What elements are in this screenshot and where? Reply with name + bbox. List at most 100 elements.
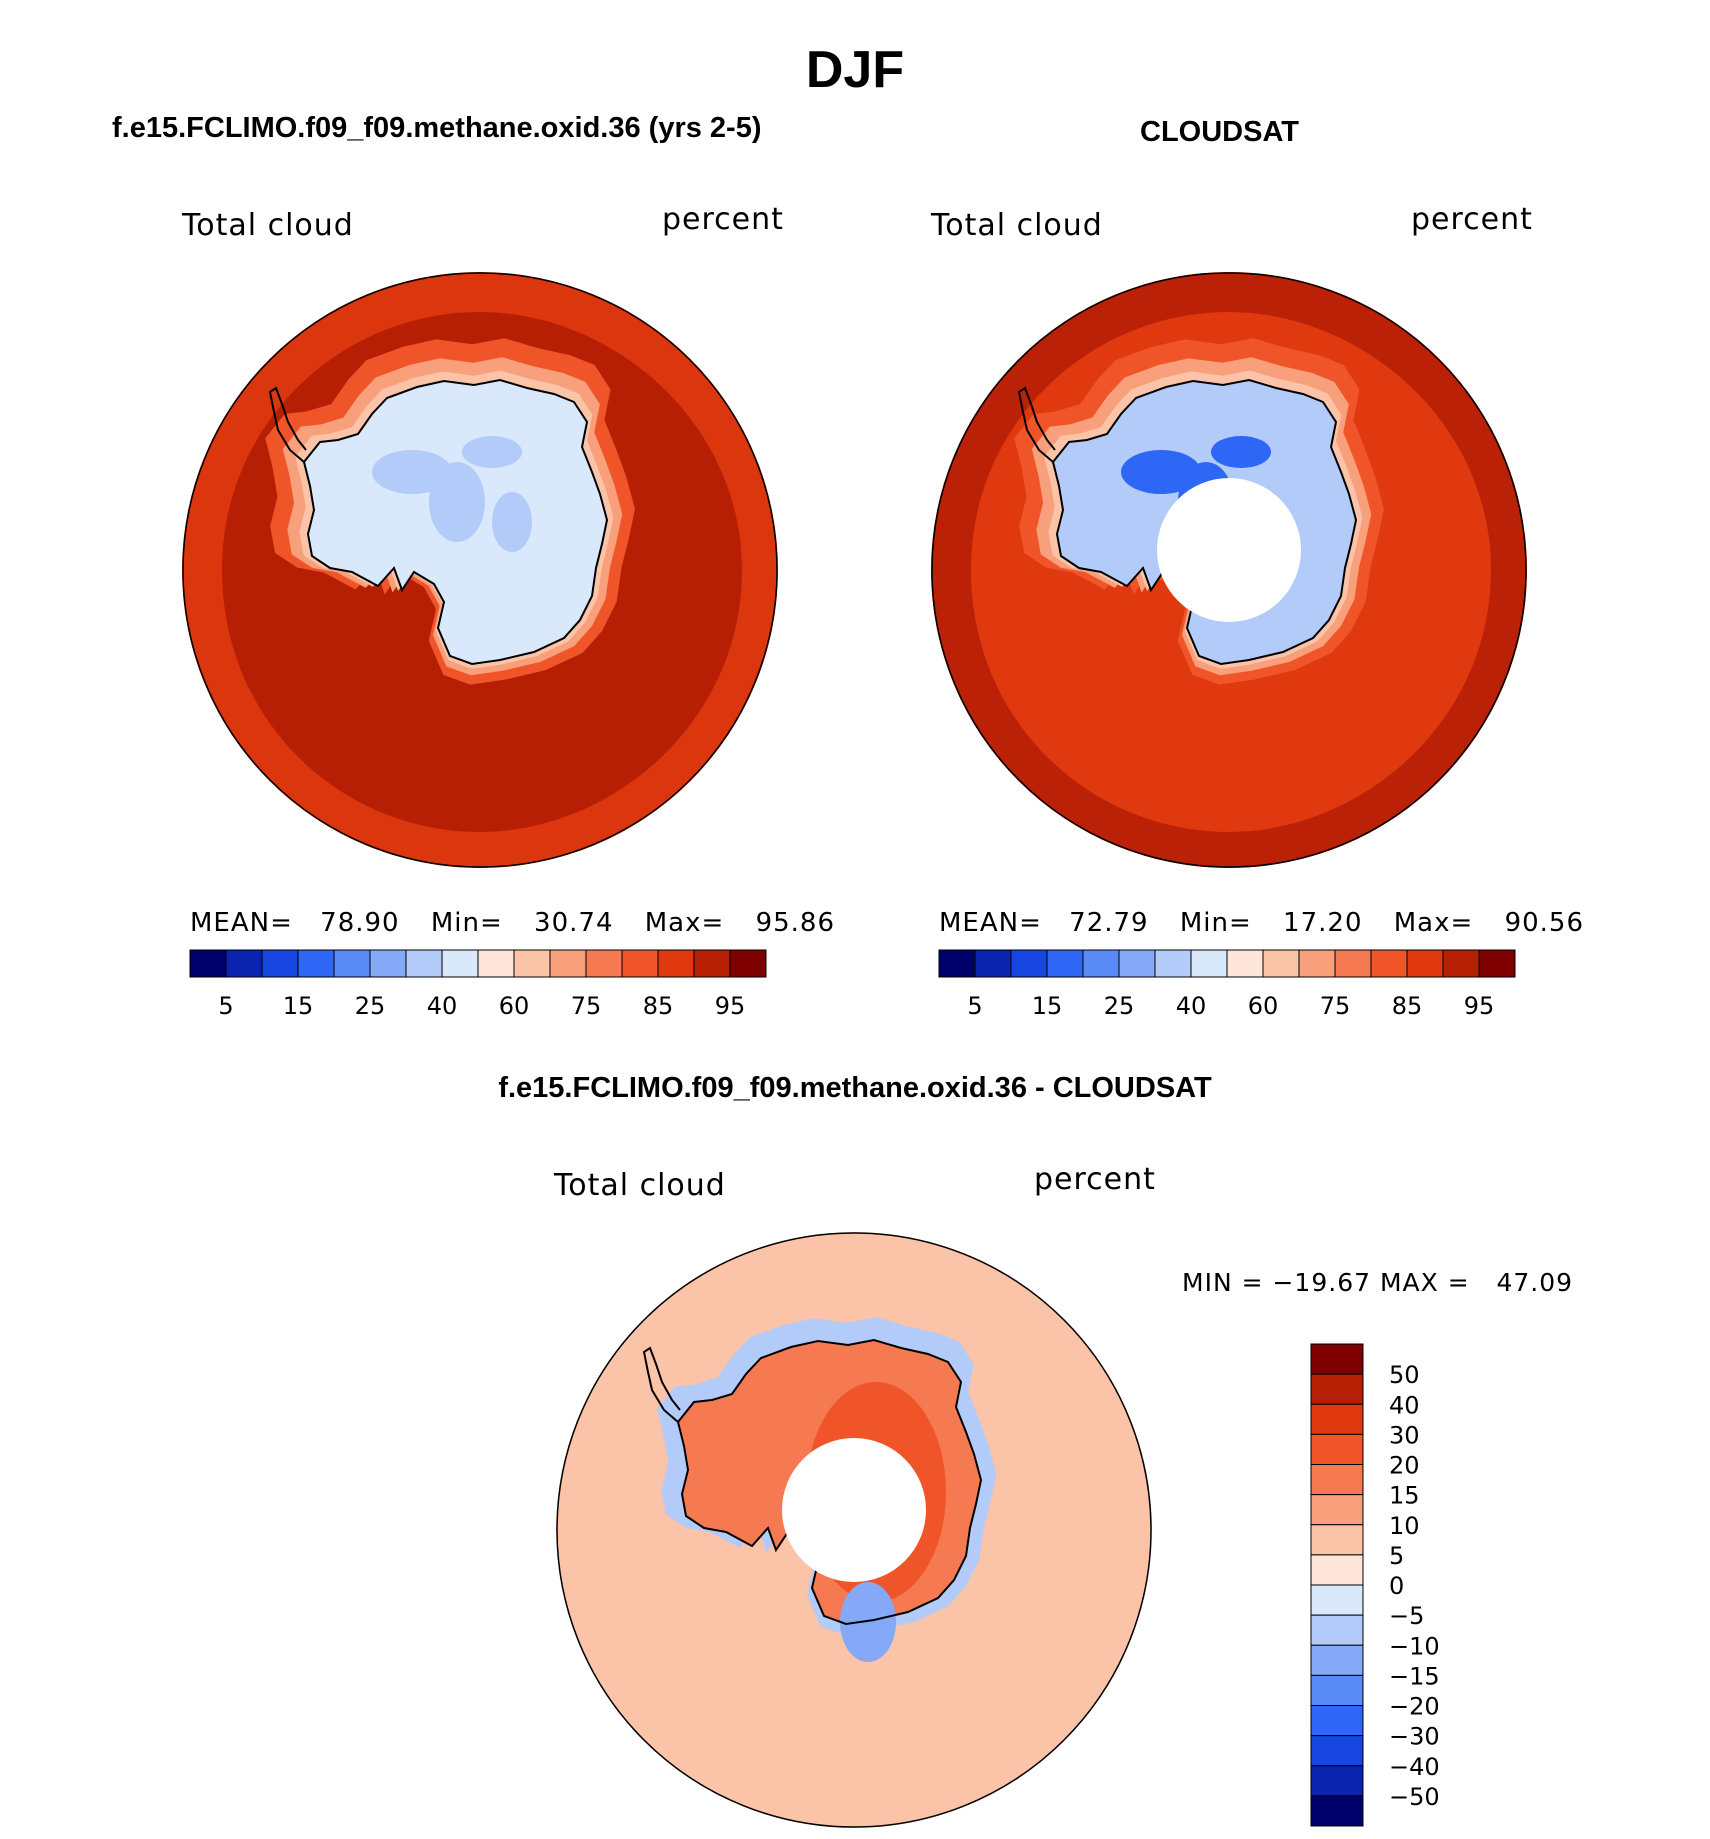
colorbar-bin <box>693 949 731 978</box>
obs-variable-label: Total cloud <box>931 208 1103 243</box>
model-max-value: 95.86 <box>755 908 835 938</box>
colorbar-tick-label: 15 <box>283 992 314 1020</box>
colorbar-tick-label: −30 <box>1389 1723 1440 1751</box>
colorbar-tick-label: 75 <box>571 992 602 1020</box>
colorbar-tick-label: 50 <box>1389 1361 1420 1389</box>
colorbar-tick-label: 5 <box>1389 1542 1404 1570</box>
colorbar-bin <box>405 949 443 978</box>
colorbar-tick-label: 95 <box>715 992 746 1020</box>
colorbar-tick-label: −20 <box>1389 1693 1440 1721</box>
map-outline <box>556 1232 1152 1828</box>
colorbar-tick-label: 15 <box>1032 992 1063 1020</box>
colorbar-tick-label: −5 <box>1389 1602 1424 1630</box>
model-mean-value: 78.90 <box>320 908 400 938</box>
model-units-label: percent <box>662 202 784 237</box>
colorbar-tick-label: 10 <box>1389 1512 1420 1540</box>
low-diff-patch <box>840 1582 896 1662</box>
obs-polar-map <box>931 272 1527 868</box>
colorbar-bin <box>621 949 659 978</box>
colorbar-bin <box>1082 949 1120 978</box>
diff-panel-title: f.e15.FCLIMO.f09_f09.methane.oxid.36 - C… <box>498 1072 1212 1104</box>
colorbar-bin <box>477 949 515 978</box>
diff-minmax: MIN = −19.67 MAX = 47.09 <box>1182 1268 1574 1297</box>
low-cloud-patch <box>372 450 452 494</box>
colorbar-bin <box>1310 1674 1364 1706</box>
colorbar-tick-label: 60 <box>1248 992 1279 1020</box>
colorbar-tick-label: 85 <box>1392 992 1423 1020</box>
colorbar-tick-label: 20 <box>1389 1452 1420 1480</box>
obs-max-value: 90.56 <box>1504 908 1584 938</box>
model-max-label: Max= <box>644 908 725 938</box>
pole-hole <box>1157 478 1301 622</box>
colorbar-bin <box>1010 949 1048 978</box>
colorbar-bin <box>974 949 1012 978</box>
page-title: DJF <box>805 41 905 99</box>
diff-polar-map <box>556 1232 1152 1828</box>
colorbar-bin <box>1334 949 1372 978</box>
obs-colorbar: 5 15 25 40 60 75 85 95 <box>938 949 1516 1020</box>
colorbar-tick-label: 40 <box>1389 1391 1420 1419</box>
colorbar-tick-label: 60 <box>499 992 530 1020</box>
obs-units-label: percent <box>1411 202 1533 237</box>
colorbar-bin <box>1310 1765 1364 1797</box>
colorbar-bin <box>1310 1524 1364 1556</box>
colorbar-bin <box>1310 1373 1364 1405</box>
colorbar-bin <box>1310 1795 1364 1827</box>
colorbar-tick-label: 5 <box>218 992 233 1020</box>
colorbar-bin <box>369 949 407 978</box>
pole-hole <box>782 1438 926 1582</box>
peninsula-coastline <box>1017 386 1056 463</box>
low-cloud-patch <box>1211 436 1271 468</box>
coastline <box>302 378 609 666</box>
colorbar-tick-label: 85 <box>643 992 674 1020</box>
model-stats: MEAN= 78.90 Min= 30.74 Max= 95.86 <box>190 908 835 938</box>
colorbar-bin <box>225 949 263 978</box>
colorbar-tick-label: −50 <box>1389 1783 1440 1811</box>
peninsula-coastline <box>268 386 307 463</box>
coastline <box>1051 378 1358 666</box>
colorbar-bin <box>1262 949 1300 978</box>
diff-units-label: percent <box>1034 1162 1156 1197</box>
diff-variable-label: Total cloud <box>554 1168 726 1203</box>
colorbar-tick-label: 40 <box>1176 992 1207 1020</box>
colorbar-bin <box>1310 1403 1364 1435</box>
colorbar-tick-label: 40 <box>427 992 458 1020</box>
colorbar-tick-label: 15 <box>1389 1482 1420 1510</box>
colorbar-tick-label: −40 <box>1389 1753 1440 1781</box>
model-mean-label: MEAN= <box>190 908 293 938</box>
colorbar-bin <box>1118 949 1156 978</box>
colorbar-bin <box>657 949 695 978</box>
colorbar-bin <box>333 949 371 978</box>
map-outline <box>931 272 1527 868</box>
colorbar-bin <box>1310 1584 1364 1616</box>
model-colorbar: 5 15 25 40 60 75 85 95 <box>189 949 767 1020</box>
colorbar-tick-label: 30 <box>1389 1421 1420 1449</box>
colorbar-bin <box>1310 1554 1364 1586</box>
colorbar-bin <box>1406 949 1444 978</box>
colorbar-bin <box>1310 1705 1364 1737</box>
low-cloud-patch <box>462 436 522 468</box>
low-cloud-patch <box>492 492 532 552</box>
colorbar-bin <box>189 949 227 978</box>
colorbar-bin <box>938 949 976 978</box>
colorbar-bin <box>549 949 587 978</box>
model-variable-label: Total cloud <box>182 208 354 243</box>
colorbar-bin <box>1226 949 1264 978</box>
colorbar-bin <box>1190 949 1228 978</box>
colorbar-bin <box>1154 949 1192 978</box>
obs-max-label: Max= <box>1393 908 1474 938</box>
colorbar-bin <box>1310 1494 1364 1526</box>
colorbar-bin <box>1442 949 1480 978</box>
colorbar-bin <box>1370 949 1408 978</box>
peninsula-coastline <box>642 1346 681 1423</box>
obs-min-value: 17.20 <box>1283 908 1363 938</box>
model-polar-map <box>182 272 778 868</box>
colorbar-tick-label: 5 <box>967 992 982 1020</box>
obs-mean-label: MEAN= <box>939 908 1042 938</box>
model-min-value: 30.74 <box>534 908 614 938</box>
colorbar-bin <box>1310 1433 1364 1465</box>
colorbar-tick-label: 0 <box>1389 1572 1404 1600</box>
colorbar-bin <box>729 949 767 978</box>
colorbar-bin <box>1046 949 1084 978</box>
